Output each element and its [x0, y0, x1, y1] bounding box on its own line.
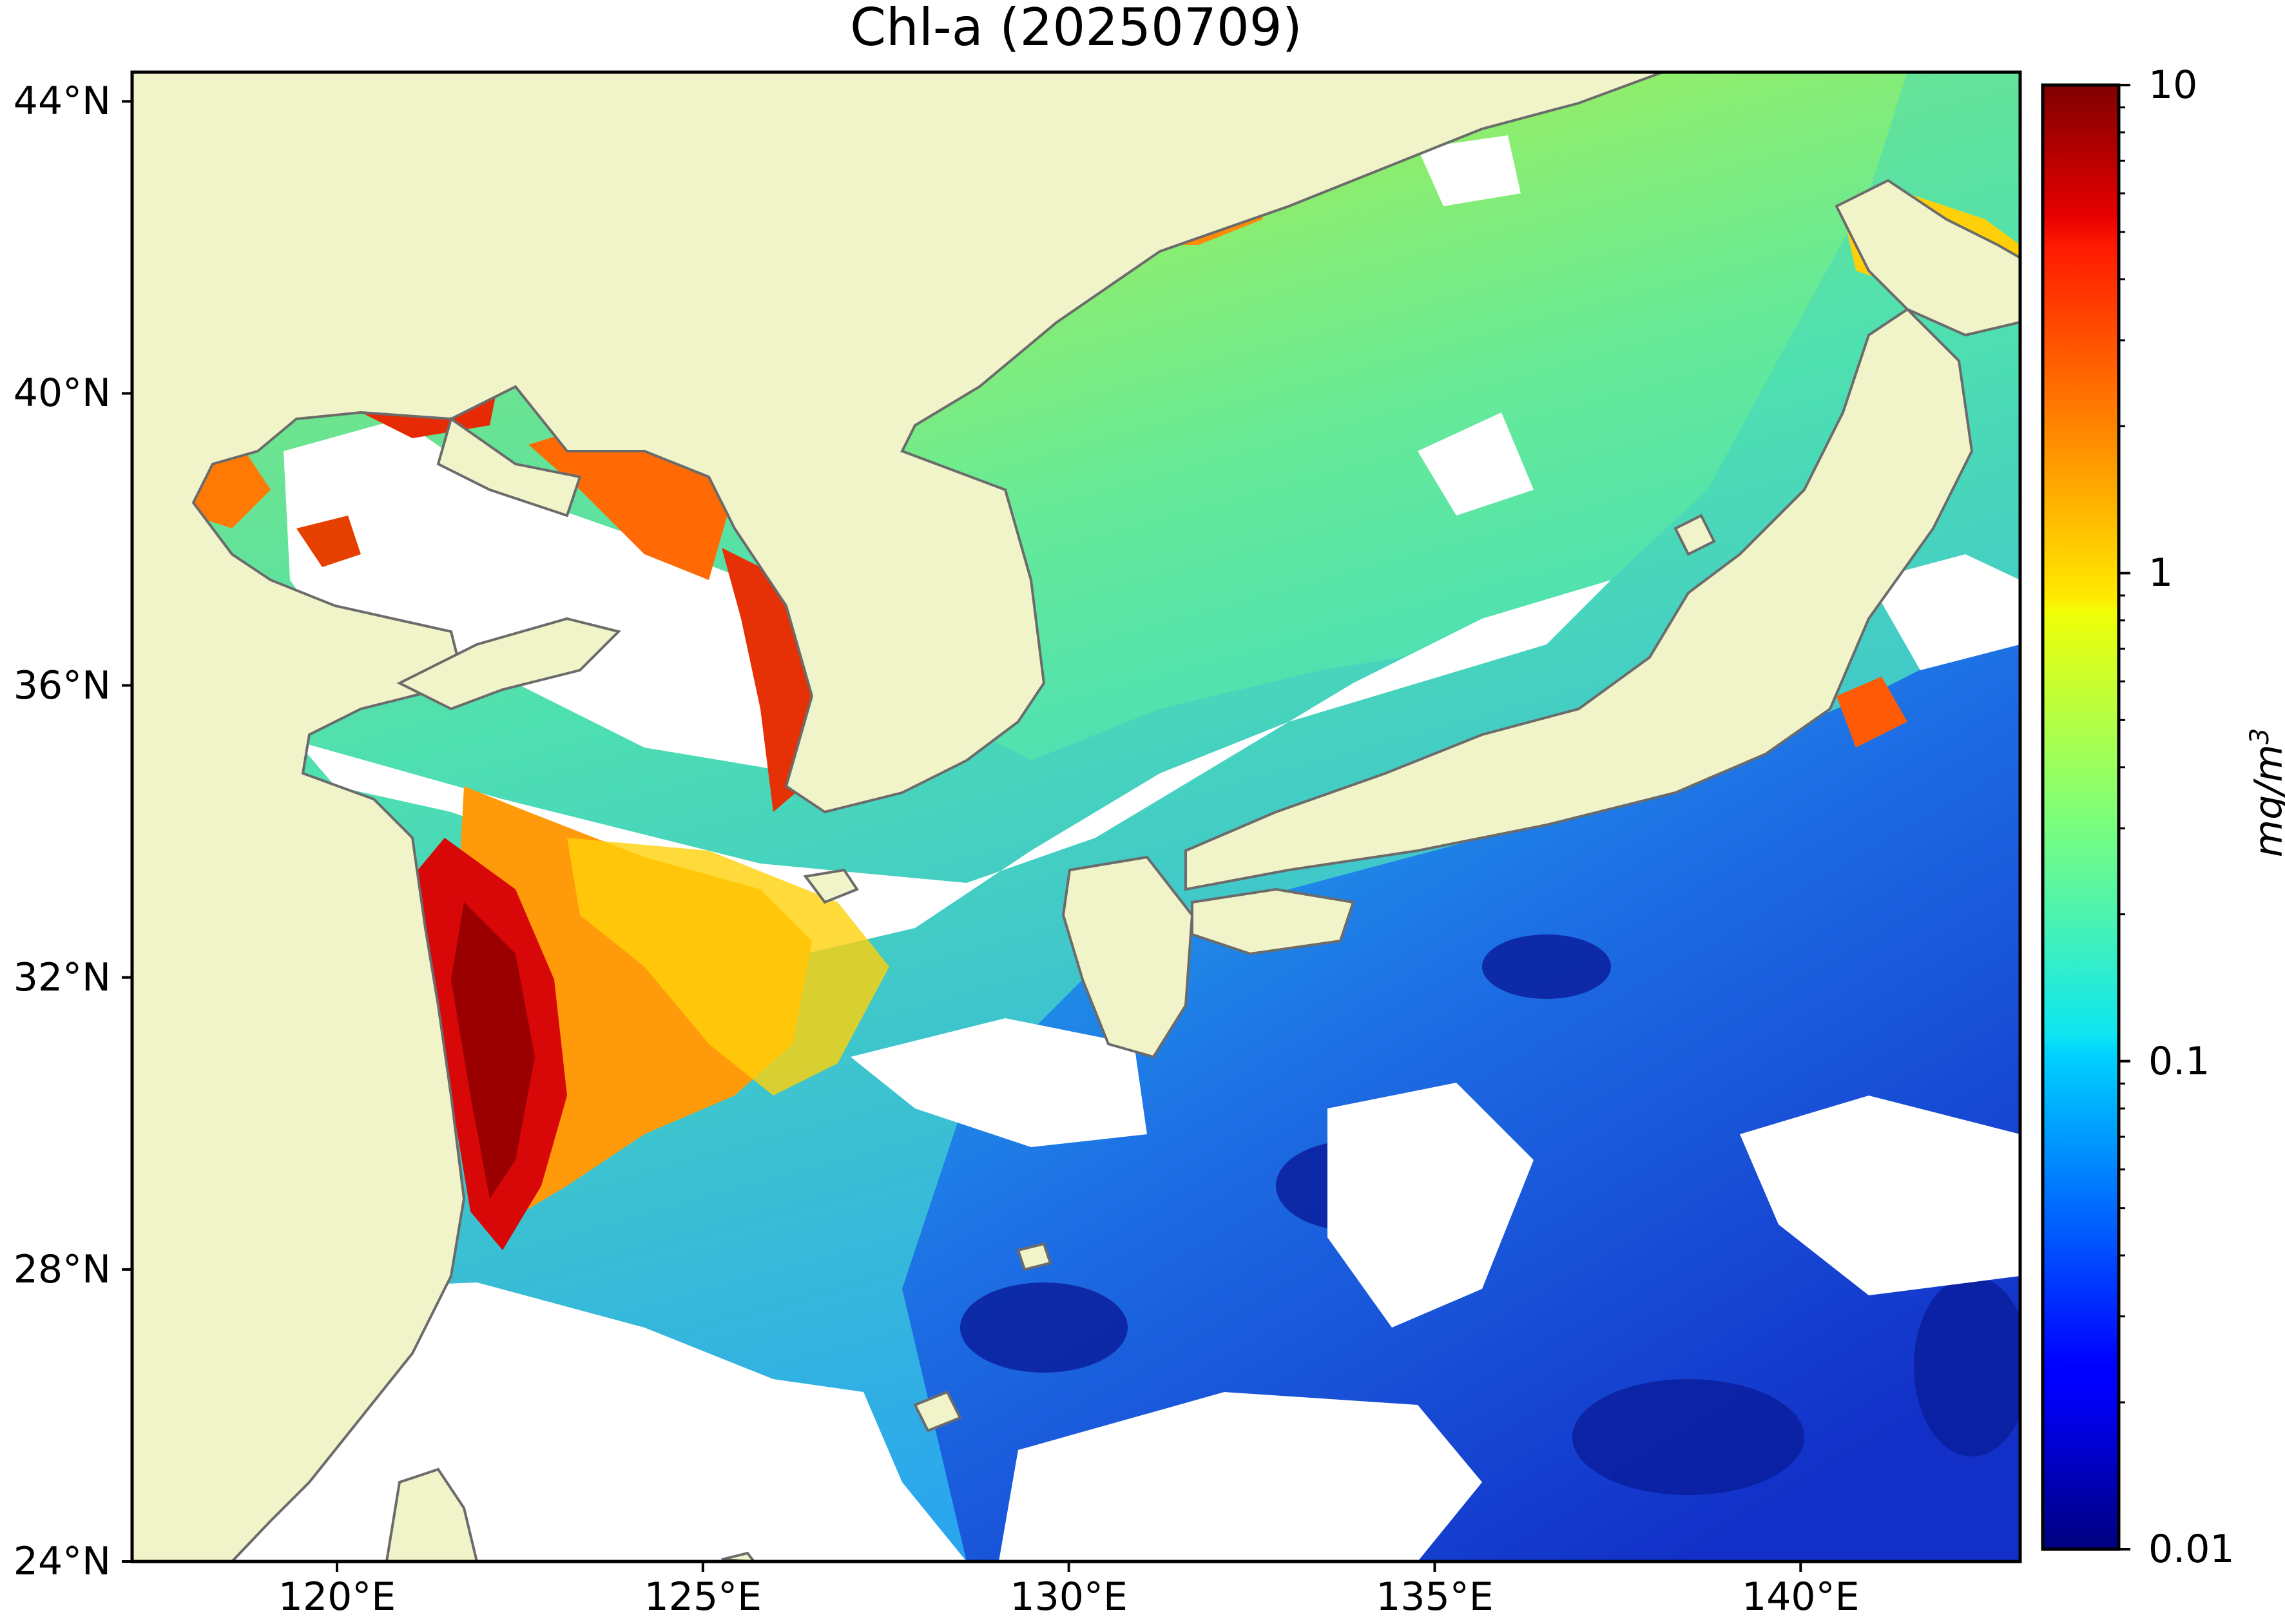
taiwan-island — [385, 1467, 479, 1561]
lon-tick-label: 120°E — [278, 1574, 396, 1619]
lat-tick-label: 28°N — [13, 1246, 111, 1292]
asia-mainland — [132, 72, 1663, 1561]
lat-tick-label: 24°N — [13, 1539, 111, 1584]
lat-tick-label: 44°N — [13, 79, 111, 124]
lon-tick-label: 140°E — [1742, 1574, 1860, 1619]
colorbar-tickmarks — [2119, 84, 2130, 1551]
lat-tickmarks — [122, 100, 132, 1563]
sado-island — [1673, 514, 1716, 556]
colorbar-gradient — [2043, 85, 2119, 1549]
lon-tickmarks — [335, 1561, 1802, 1572]
lat-tick-label: 32°N — [13, 954, 111, 1000]
colorbar-tick-label: 0.01 — [2148, 1527, 2235, 1572]
hokkaido-island — [1835, 179, 2020, 337]
lat-tick-label: 40°N — [13, 371, 111, 416]
lon-tick-label: 125°E — [644, 1574, 762, 1619]
colorbar-units-label: mg/m3 — [2245, 728, 2285, 858]
jeju-island — [803, 868, 860, 904]
colorbar-tick-label: 1 — [2148, 550, 2174, 596]
colorbar — [2041, 83, 2130, 1551]
colorbar-tick-label: 10 — [2148, 63, 2198, 108]
map-plot-area — [132, 72, 2020, 1561]
liaodong-peninsula — [436, 416, 582, 517]
land-masses — [132, 72, 2020, 1561]
lon-tick-label: 130°E — [1010, 1574, 1128, 1619]
colorbar-frame — [2041, 83, 2121, 1551]
shikoku-island — [1191, 887, 1355, 956]
lon-tick-label: 135°E — [1376, 1574, 1494, 1619]
colorbar-tick-label: 0.1 — [2148, 1038, 2210, 1084]
shandong-peninsula — [396, 617, 621, 711]
map-title: Chl-a (20250709) — [850, 0, 1302, 57]
map-frame — [130, 70, 2022, 1563]
lat-tick-label: 36°N — [13, 662, 111, 708]
honshu-island — [1184, 307, 1974, 891]
kyushu-island — [1061, 855, 1194, 1059]
